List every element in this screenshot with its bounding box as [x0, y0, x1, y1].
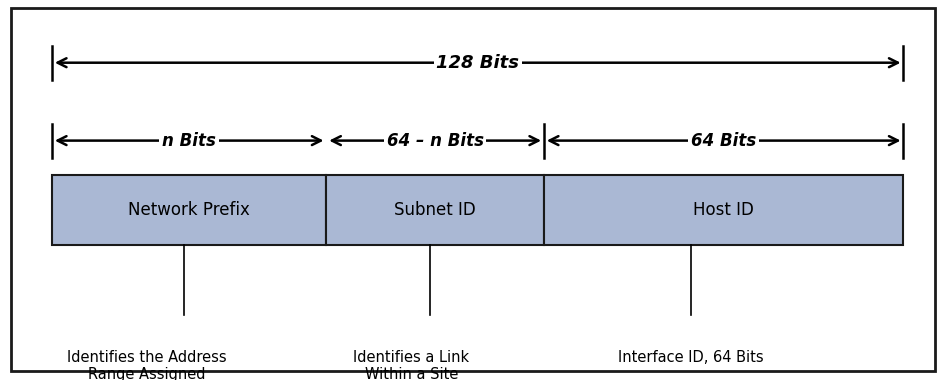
Bar — [52, 175, 326, 245]
Bar — [544, 175, 903, 245]
Text: 64 – n Bits: 64 – n Bits — [387, 131, 483, 150]
Text: n Bits: n Bits — [163, 131, 216, 150]
Text: Interface ID, 64 Bits: Interface ID, 64 Bits — [618, 350, 763, 364]
Text: 64 Bits: 64 Bits — [692, 131, 756, 150]
Text: Identifies a Link
Within a Site: Identifies a Link Within a Site — [354, 350, 469, 380]
Text: Subnet ID: Subnet ID — [394, 201, 476, 219]
Text: Network Prefix: Network Prefix — [129, 201, 250, 219]
Text: Identifies the Address
Range Assigned
To a Site: Identifies the Address Range Assigned To… — [67, 350, 226, 380]
Text: 128 Bits: 128 Bits — [436, 54, 519, 72]
Bar — [326, 175, 544, 245]
Text: Host ID: Host ID — [693, 201, 754, 219]
